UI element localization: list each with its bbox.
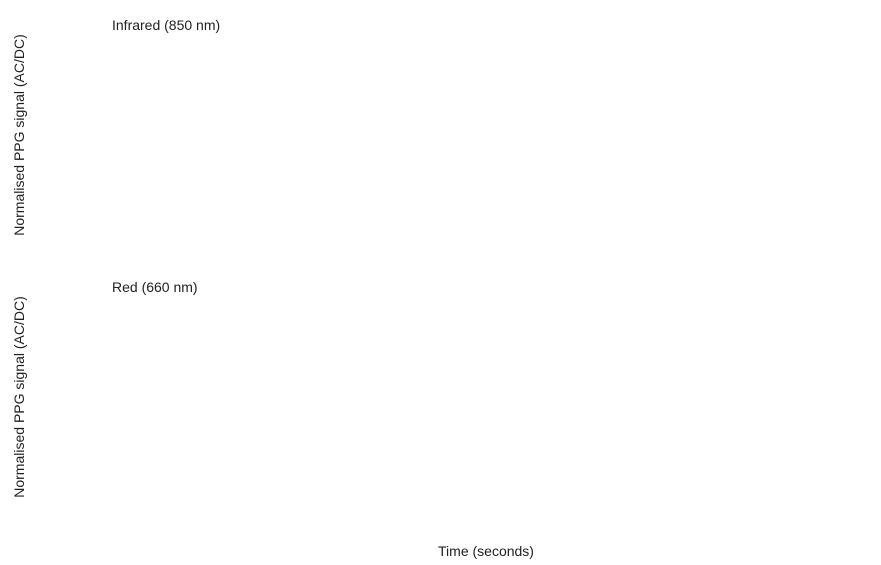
y-axis-label-top: Normalised PPG signal (AC/DC) — [11, 34, 27, 236]
y-axis-label-bottom: Normalised PPG signal (AC/DC) — [11, 296, 27, 498]
panel-title-infrared: Infrared (850 nm) — [112, 17, 220, 33]
panel-title-red: Red (660 nm) — [112, 279, 198, 295]
x-axis-label: Time (seconds) — [438, 543, 534, 559]
